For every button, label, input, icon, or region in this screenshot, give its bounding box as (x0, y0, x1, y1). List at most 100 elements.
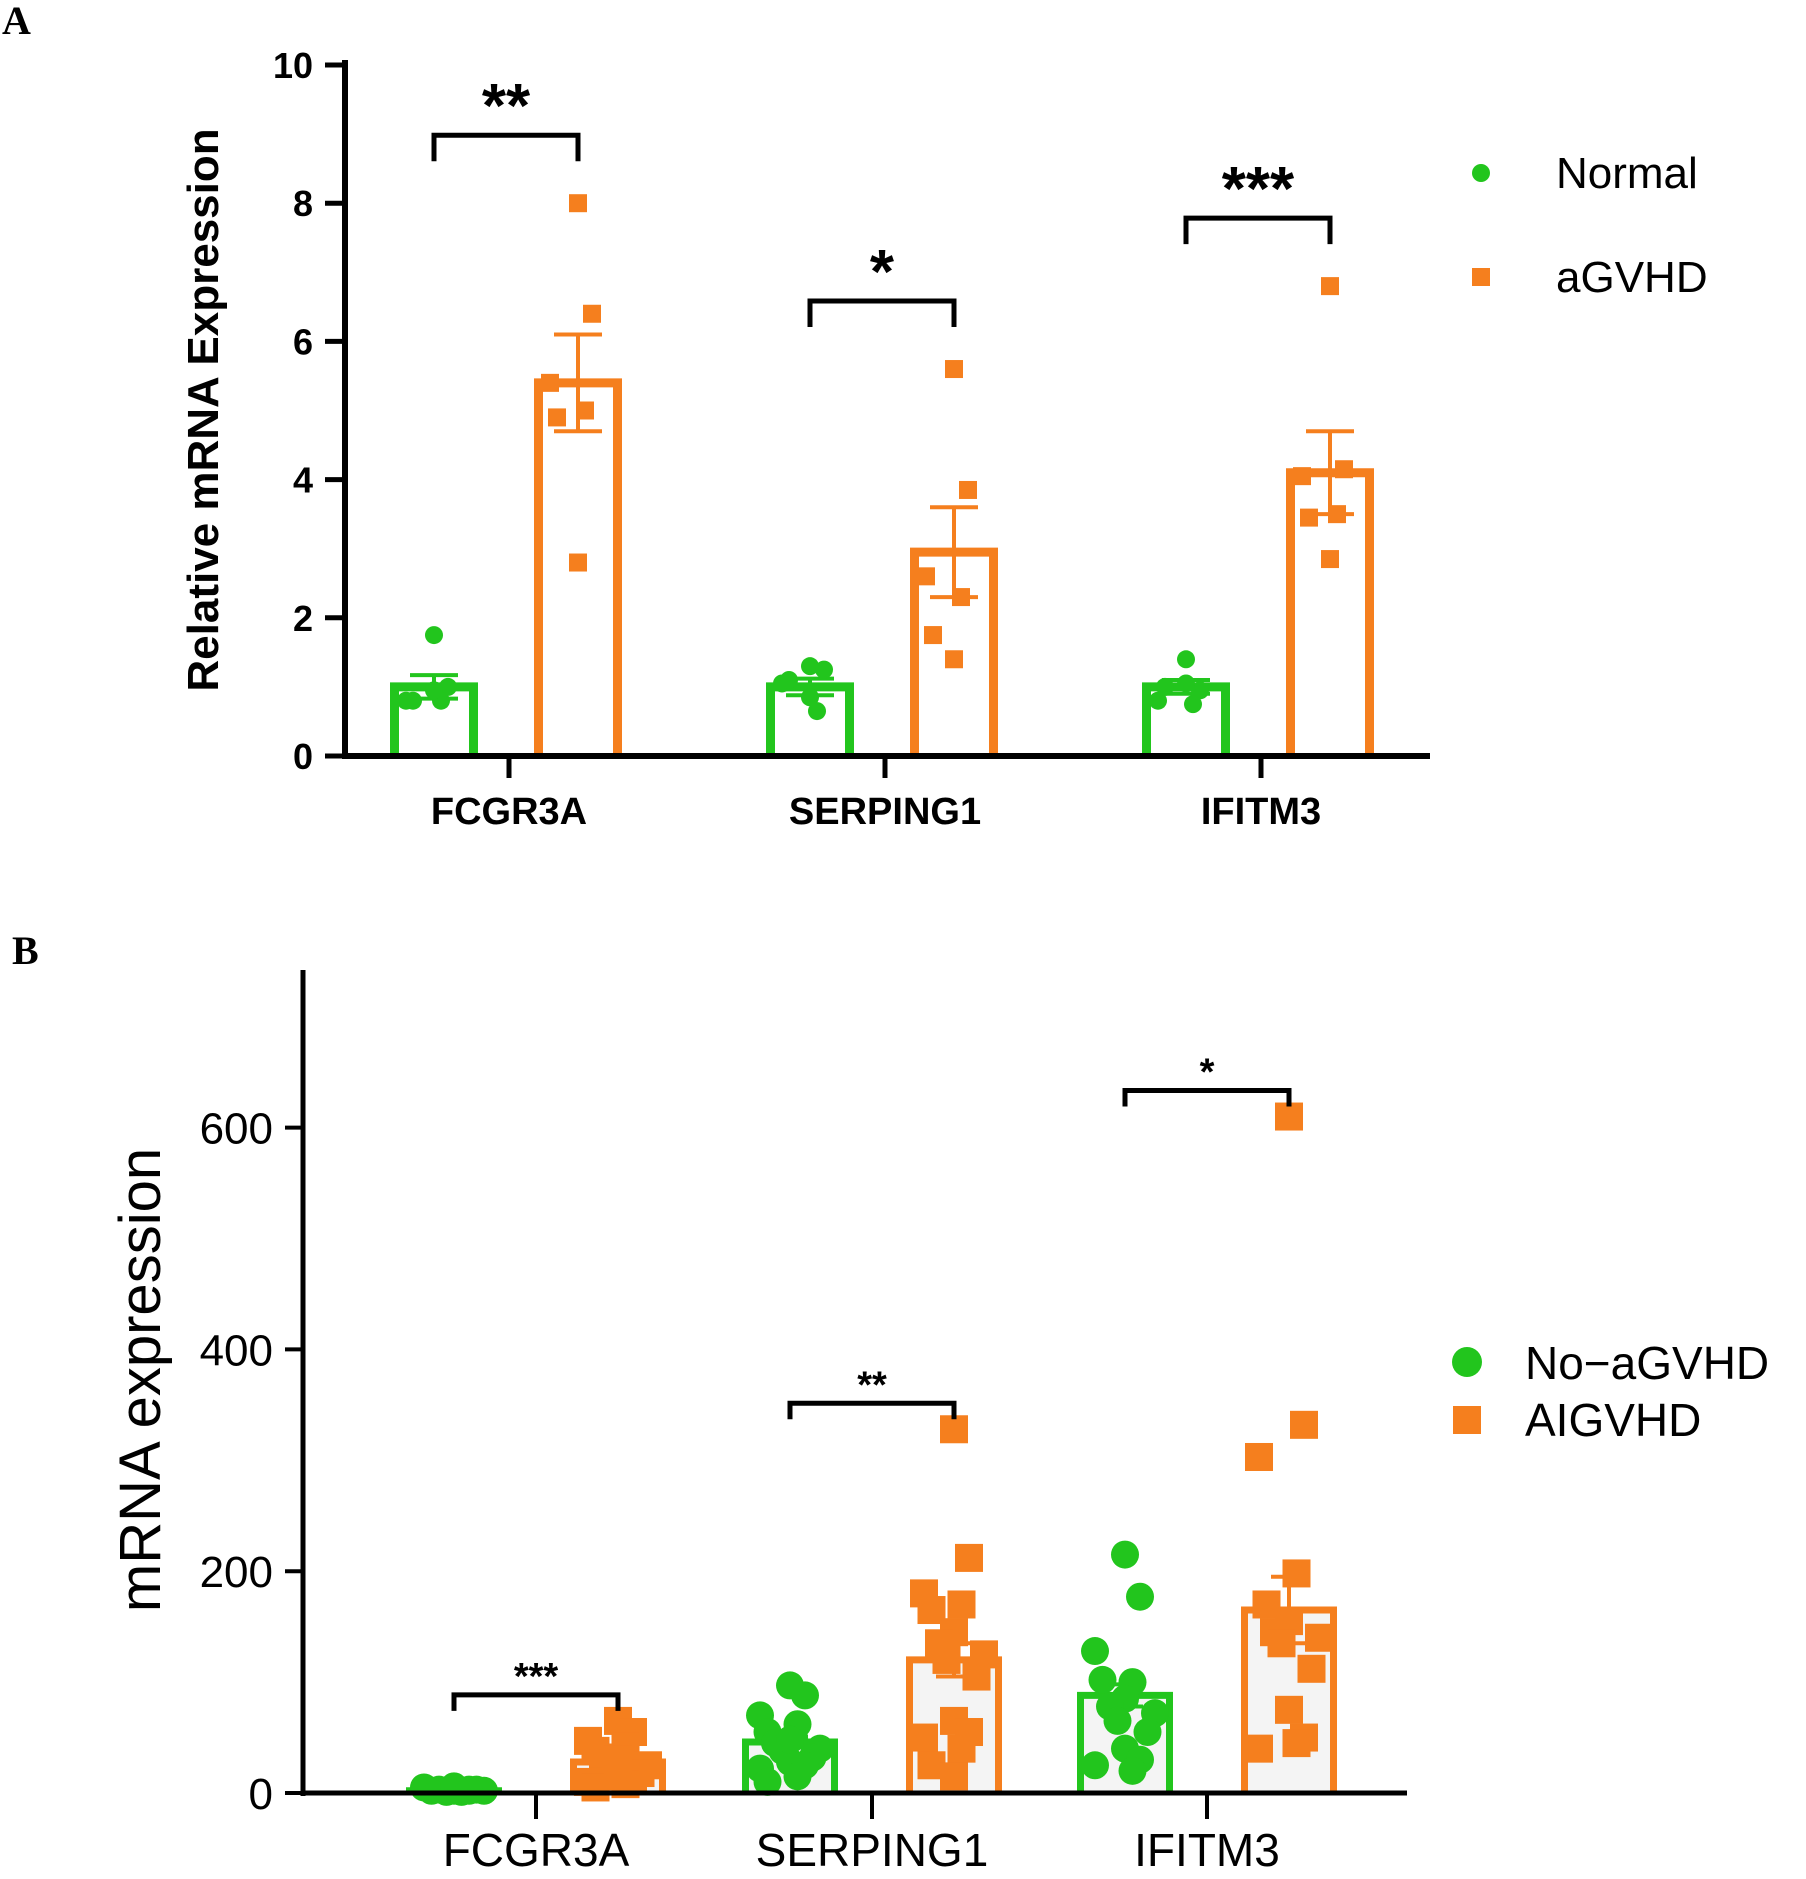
panel-b-marks (406, 1102, 1337, 1806)
x-category-label-fcgr3a: FCGR3A (431, 791, 587, 833)
significance-label-fcgr3a: *** (514, 1656, 559, 1698)
significance-bracket-ifitm3 (1183, 215, 1333, 245)
x-category-label-serping1: SERPING1 (789, 791, 981, 833)
significance-label-serping1: * (870, 238, 895, 307)
point-aigvhd-ifitm3 (1282, 1729, 1311, 1758)
point-agvhd-serping1 (945, 650, 963, 669)
point-no-agvhd-ifitm3 (1118, 1756, 1147, 1785)
point-normal-ifitm3 (1156, 677, 1174, 696)
x-category-label-ifitm3: IFITM3 (1201, 791, 1321, 833)
point-normal-ifitm3 (1177, 650, 1195, 669)
legend-b-no-agvhd-marker (1452, 1347, 1482, 1377)
point-agvhd-ifitm3 (1300, 508, 1318, 527)
legend-b-aigvhd-marker (1453, 1406, 1481, 1434)
point-agvhd-ifitm3 (1321, 550, 1339, 569)
y-tick-label: 8 (293, 183, 313, 224)
significance-bracket-fcgr3a (451, 1692, 621, 1711)
point-no-agvhd-ifitm3 (1088, 1665, 1117, 1694)
point-aigvhd-serping1 (940, 1762, 968, 1791)
legend-a-normal-label: Normal (1556, 149, 1698, 198)
point-no-agvhd-ifitm3 (1103, 1706, 1132, 1735)
point-no-agvhd-serping1 (783, 1762, 812, 1791)
y-tick-label: 200 (200, 1548, 273, 1597)
point-normal-fcgr3a (425, 626, 443, 645)
point-aigvhd-serping1 (947, 1590, 976, 1619)
point-normal-fcgr3a (425, 681, 443, 700)
point-aigvhd-ifitm3 (1297, 1654, 1326, 1683)
point-no-agvhd-serping1 (776, 1725, 804, 1754)
panel-a-x-categories: FCGR3A SERPING1 IFITM3 (431, 756, 1321, 833)
point-normal-ifitm3 (1184, 695, 1202, 714)
point-normal-fcgr3a (404, 691, 422, 710)
point-aigvhd-ifitm3 (1245, 1442, 1273, 1471)
significance-label-ifitm3: * (1200, 1052, 1215, 1094)
point-aigvhd-serping1 (940, 1415, 968, 1444)
y-tick-label: 0 (293, 736, 313, 777)
legend-b-aigvhd-label: AIGVHD (1525, 1394, 1701, 1446)
point-no-agvhd-serping1 (753, 1767, 782, 1796)
y-tick-label: 400 (200, 1326, 273, 1375)
point-aigvhd-fcgr3a (604, 1745, 632, 1774)
y-tick-label: 6 (293, 321, 313, 362)
point-no-agvhd-ifitm3 (1081, 1637, 1109, 1666)
point-normal-ifitm3 (1149, 691, 1167, 710)
x-category-label-fcgr3a: FCGR3A (443, 1824, 630, 1876)
panel-a-significance: ****** (431, 72, 1333, 328)
legend-a-agvhd-label: aGVHD (1556, 253, 1708, 302)
panel-letter-b: B (12, 928, 39, 973)
significance-bracket-fcgr3a (431, 132, 581, 162)
point-normal-fcgr3a (439, 677, 457, 696)
point-agvhd-fcgr3a (576, 401, 594, 420)
point-agvhd-fcgr3a (541, 373, 559, 392)
y-tick-label: 2 (293, 598, 313, 639)
point-normal-serping1 (815, 660, 833, 679)
point-aigvhd-ifitm3 (1305, 1623, 1333, 1652)
point-agvhd-ifitm3 (1328, 505, 1346, 524)
panel-a-marks (390, 194, 1374, 756)
point-normal-serping1 (808, 702, 826, 721)
point-agvhd-ifitm3 (1335, 460, 1353, 479)
y-tick-label: 4 (293, 460, 313, 501)
point-agvhd-serping1 (917, 567, 935, 586)
panel-b-x-categories: FCGR3A SERPING1 IFITM3 (443, 1793, 1280, 1876)
point-agvhd-serping1 (952, 588, 970, 607)
y-tick-label: 600 (200, 1104, 273, 1153)
legend-a-normal-marker (1472, 164, 1490, 182)
point-agvhd-ifitm3 (1321, 277, 1339, 296)
point-normal-serping1 (801, 657, 819, 676)
point-aigvhd-serping1 (955, 1543, 983, 1572)
point-agvhd-ifitm3 (1293, 467, 1311, 486)
significance-bracket-ifitm3 (1122, 1088, 1292, 1107)
point-no-agvhd-serping1 (791, 1681, 819, 1710)
panel-letter-a: A (2, 0, 31, 43)
point-agvhd-serping1 (945, 360, 963, 379)
panel-a-y-ticks: 0 2 4 6 8 10 (273, 45, 345, 777)
point-aigvhd-ifitm3 (1275, 1102, 1303, 1131)
point-no-agvhd-ifitm3 (1081, 1751, 1109, 1780)
point-aigvhd-ifitm3 (1267, 1629, 1296, 1658)
panel-a-y-axis-label: Relative mRNA Expression (179, 128, 228, 691)
point-normal-serping1 (801, 688, 819, 707)
point-agvhd-fcgr3a (583, 304, 601, 323)
panel-b-legend: No−aGVHD AIGVHD (1452, 1337, 1769, 1446)
point-aigvhd-ifitm3 (1275, 1695, 1303, 1724)
point-no-agvhd-ifitm3 (1111, 1540, 1139, 1569)
panel-b-chart: 0 200 400 600 FCGR3A SERPING1 IFITM3 mRNA exp… (108, 970, 1769, 1876)
point-aigvhd-serping1 (962, 1662, 991, 1691)
point-agvhd-fcgr3a (569, 553, 587, 572)
point-agvhd-fcgr3a (569, 194, 587, 213)
significance-label-serping1: ** (857, 1364, 887, 1406)
panel-a-chart: 0 2 4 6 8 10 FCGR3A SERPING1 IFITM3 Relative mR… (179, 45, 1708, 833)
x-category-label-serping1: SERPING1 (756, 1824, 989, 1876)
significance-label-ifitm3: *** (1222, 155, 1295, 224)
point-aigvhd-ifitm3 (1282, 1559, 1311, 1588)
panel-a-legend: Normal aGVHD (1472, 149, 1708, 302)
point-aigvhd-serping1 (932, 1645, 961, 1674)
significance-label-fcgr3a: ** (482, 72, 531, 141)
y-tick-label: 0 (249, 1770, 273, 1819)
x-category-label-ifitm3: IFITM3 (1134, 1824, 1280, 1876)
y-tick-label: 10 (273, 45, 313, 86)
point-normal-serping1 (780, 670, 798, 689)
panel-b-y-axis-label: mRNA expression (108, 1148, 173, 1612)
